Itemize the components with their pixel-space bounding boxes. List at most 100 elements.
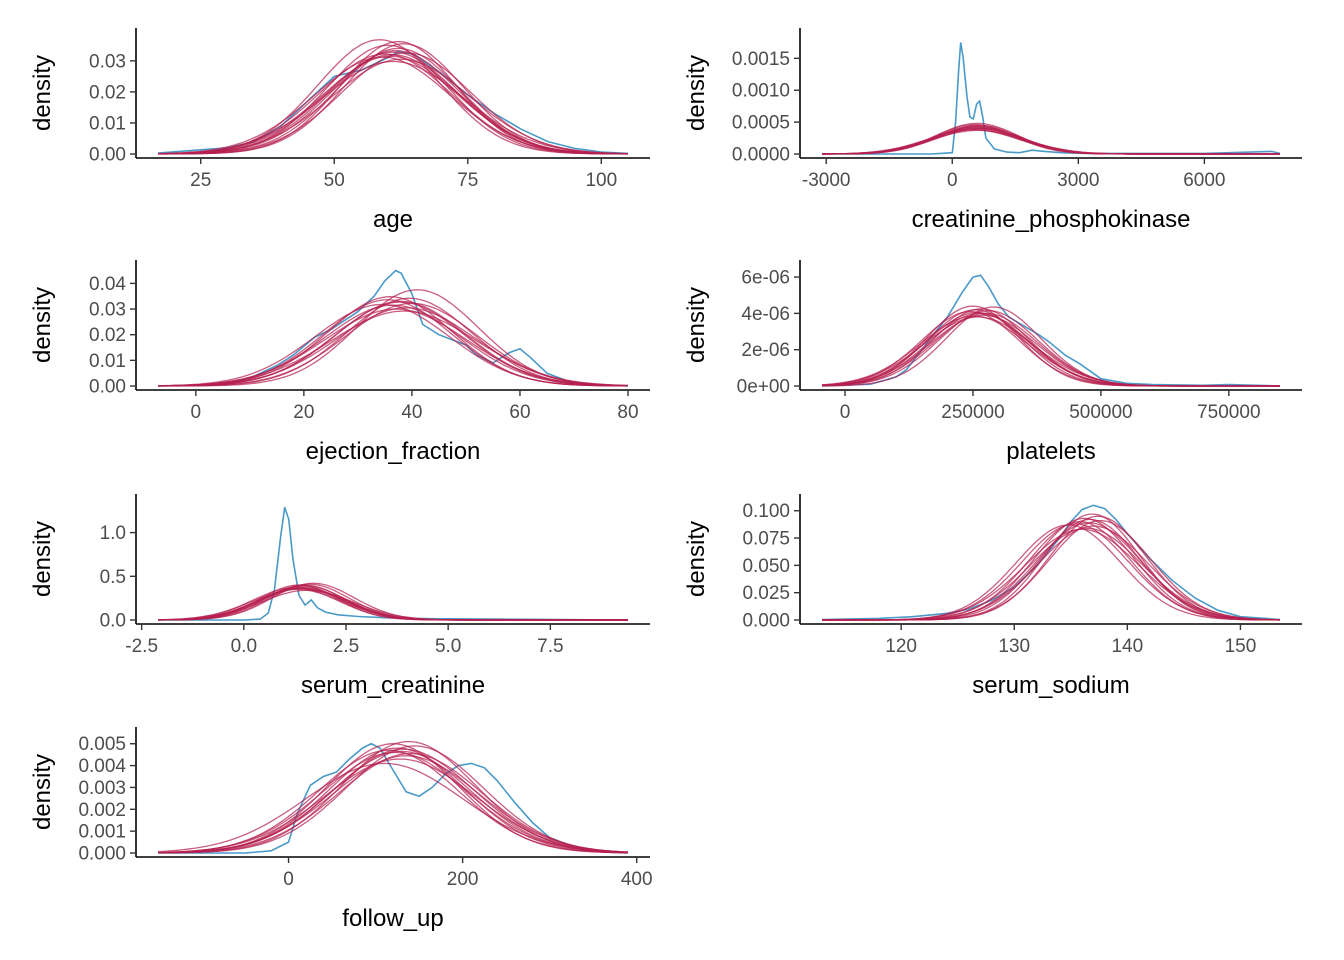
observed-density-line <box>821 504 1281 621</box>
density-panel-serum-creatinine: 0.0 0.5 1.0 -2.5 0.0 2.5 5.0 7.5 serum_creatinin… <box>29 494 650 699</box>
imputed-density-line-8 <box>158 289 629 387</box>
curve-layer <box>821 504 1281 621</box>
imputed-density-line-6 <box>158 49 629 155</box>
x-tick-label: 75 <box>457 170 478 191</box>
x-axis-title: platelets <box>1006 438 1095 465</box>
y-tick-label: 0.000 <box>78 844 126 865</box>
x-tick-label: 0 <box>283 869 294 890</box>
imputed-density-line-4 <box>158 743 628 854</box>
imputed-density-line-11 <box>158 307 628 387</box>
observed-density-line <box>158 742 629 854</box>
imputed-density-line-12 <box>822 518 1280 621</box>
imputed-density-line-12 <box>157 587 628 621</box>
y-tick-label: 0.5 <box>100 567 126 588</box>
x-tick-label: 80 <box>617 402 638 423</box>
imputed-density-line-6 <box>157 749 628 854</box>
x-axis-title: age <box>373 206 413 233</box>
x-tick-label: 60 <box>509 402 530 423</box>
imputed-density-line-8 <box>822 306 1280 387</box>
x-tick-label: 2.5 <box>333 636 359 657</box>
y-axis-title: density <box>29 55 56 131</box>
x-tick-label: 5.0 <box>435 636 461 657</box>
imputed-density-line-10 <box>158 60 628 155</box>
y-axis-title: density <box>29 287 56 363</box>
y-tick-label: 0.04 <box>89 274 126 295</box>
y-axis-title: density <box>683 287 710 363</box>
curve-layer <box>157 506 629 621</box>
y-tick-label: 0.03 <box>89 51 126 72</box>
imputed-density-line-12 <box>158 296 628 387</box>
x-tick-label: 120 <box>885 636 917 657</box>
imputed-density-line-12 <box>157 56 629 155</box>
y-axis-title: density <box>683 55 710 131</box>
y-tick-label: 0.005 <box>78 734 126 755</box>
x-tick-label: 3000 <box>1057 170 1099 191</box>
x-tick-label: 200 <box>447 869 479 890</box>
imputed-density-line-6 <box>157 299 628 387</box>
density-panel-serum-sodium: 0.000 0.025 0.050 0.075 0.100 120 130 140 150 ser… <box>683 494 1302 699</box>
imputed-density-line-2 <box>158 47 628 155</box>
x-tick-label: 0 <box>947 170 958 191</box>
observed-density-line <box>822 42 1281 155</box>
imputed-density-line-9 <box>157 762 629 853</box>
y-tick-label: 0.004 <box>78 756 126 777</box>
x-tick-label: 6000 <box>1183 170 1225 191</box>
y-tick-label: 0.002 <box>78 800 126 821</box>
imputed-density-line-7 <box>157 310 629 387</box>
x-tick-label: 130 <box>998 636 1030 657</box>
y-tick-label: 0e+00 <box>737 377 790 398</box>
x-tick-label: 0 <box>840 402 851 423</box>
y-tick-label: 0.003 <box>78 778 126 799</box>
imputed-density-line-1 <box>822 522 1280 621</box>
curve-layer <box>821 274 1281 387</box>
imputed-density-line-1 <box>158 300 628 387</box>
imputed-density-line-8 <box>158 44 629 155</box>
x-tick-label: 0.0 <box>231 636 257 657</box>
x-axis-title: creatinine_phosphokinase <box>912 206 1191 233</box>
imputed-density-line-2 <box>158 304 628 387</box>
x-tick-label: 250000 <box>941 402 1004 423</box>
y-axis-title: density <box>29 754 56 830</box>
y-tick-label: 0.01 <box>89 113 126 134</box>
imputed-density-line-12 <box>822 310 1280 387</box>
y-tick-label: 0.0010 <box>732 81 790 102</box>
x-tick-label: 0 <box>191 402 202 423</box>
density-panel-ejection-fraction: 0.00 0.01 0.02 0.03 0.04 0 20 40 60 80 ejection_fr… <box>29 260 650 465</box>
imputed-density-line-7 <box>158 58 629 155</box>
x-tick-label: -3000 <box>802 170 851 191</box>
imputed-density-line-3 <box>158 55 628 155</box>
imputed-density-line-10 <box>158 301 628 387</box>
x-tick-label: 40 <box>401 402 422 423</box>
x-tick-label: 7.5 <box>537 636 563 657</box>
y-tick-label: 0.0005 <box>732 113 790 134</box>
x-tick-label: -2.5 <box>125 636 158 657</box>
imputed-density-line-10 <box>158 740 629 854</box>
imputed-density-line-7 <box>158 745 629 854</box>
observed-density-line <box>157 50 629 155</box>
y-tick-label: 0.00 <box>89 145 126 166</box>
curve-layer <box>157 39 629 155</box>
x-axis-title: follow_up <box>342 905 443 932</box>
y-axis-title: density <box>29 521 56 597</box>
curve-layer <box>157 269 629 387</box>
x-tick-label: 100 <box>585 170 617 191</box>
y-tick-label: 0.025 <box>742 583 790 604</box>
y-tick-label: 0.01 <box>89 351 126 372</box>
imputed-density-line-5 <box>822 515 1280 621</box>
imputed-density-line-4 <box>822 521 1281 621</box>
density-panel-creatinine-phosphokinase: 0.0000 0.0005 0.0010 0.0015 -3000 0 3000 6000 cr… <box>683 28 1302 233</box>
observed-density-line <box>157 269 629 387</box>
x-tick-label: 20 <box>293 402 314 423</box>
imputed-density-line-11 <box>158 52 628 155</box>
imputed-density-line-9 <box>158 303 628 387</box>
x-tick-label: 50 <box>324 170 345 191</box>
x-tick-label: 750000 <box>1197 402 1260 423</box>
y-tick-label: 0.00 <box>89 377 126 398</box>
y-tick-label: 4e-06 <box>741 304 790 325</box>
y-tick-label: 0.02 <box>89 82 126 103</box>
y-tick-label: 0.03 <box>89 300 126 321</box>
imputed-density-line-11 <box>158 751 629 854</box>
y-tick-label: 0.0 <box>100 611 126 632</box>
